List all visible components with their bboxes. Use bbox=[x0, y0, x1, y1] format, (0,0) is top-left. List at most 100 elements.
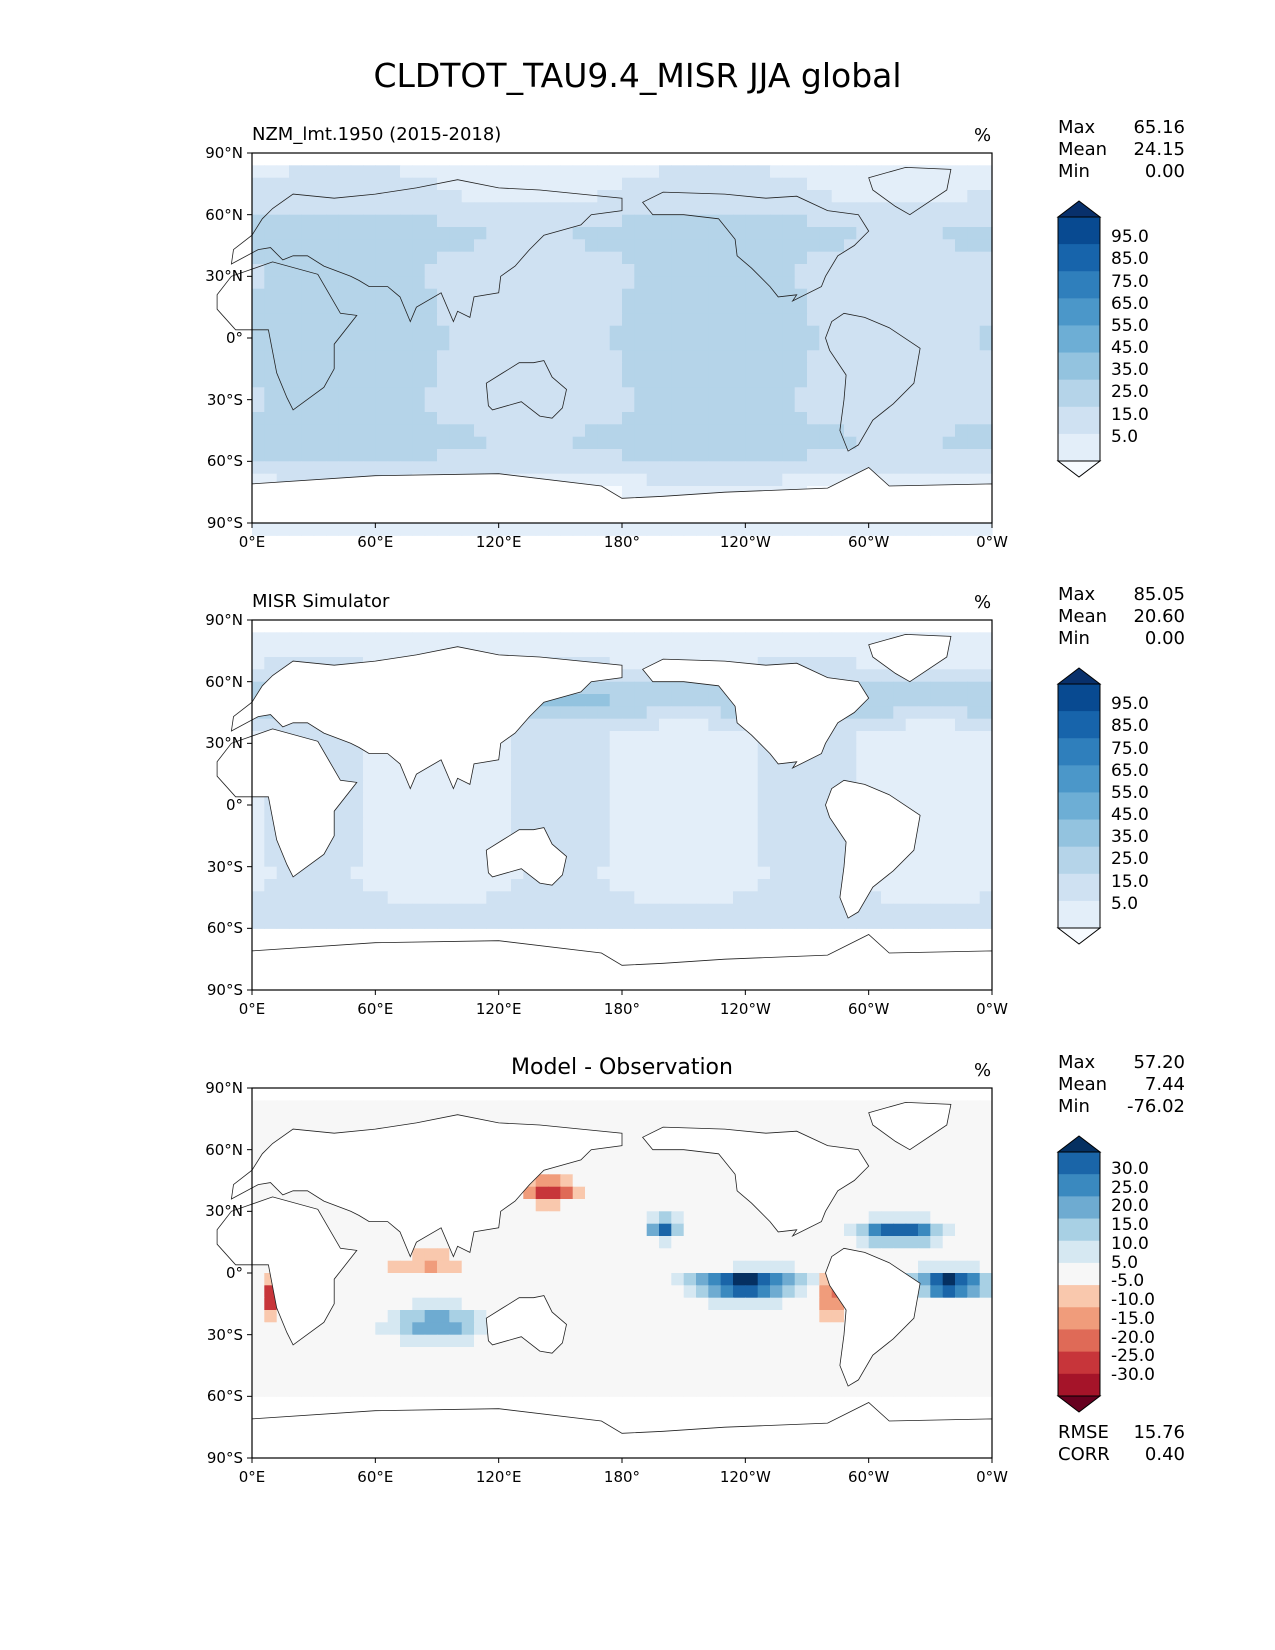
field-cell bbox=[375, 436, 389, 450]
field-cell bbox=[646, 1334, 660, 1348]
field-cell bbox=[696, 350, 709, 364]
field-cell bbox=[387, 1347, 401, 1360]
field-cell bbox=[856, 227, 870, 240]
field-cell bbox=[831, 264, 845, 277]
field-cell bbox=[733, 288, 746, 302]
field-cell bbox=[350, 879, 364, 892]
field-cell bbox=[301, 879, 315, 892]
colorbar-segment bbox=[1058, 765, 1100, 793]
field-cell bbox=[634, 792, 648, 806]
field-cell bbox=[967, 1174, 981, 1188]
field-cell bbox=[868, 424, 882, 438]
field-cell bbox=[585, 473, 598, 487]
field-cell bbox=[659, 1297, 672, 1311]
field-cell bbox=[819, 1297, 833, 1311]
field-cell bbox=[955, 1112, 968, 1126]
field-cell bbox=[350, 842, 364, 855]
field-cell bbox=[955, 1186, 968, 1200]
field-cell bbox=[363, 325, 376, 339]
field-cell bbox=[794, 1260, 808, 1274]
field-cell bbox=[498, 743, 512, 757]
field-cell bbox=[794, 842, 808, 855]
field-cell bbox=[856, 190, 870, 203]
field-cell bbox=[671, 1162, 685, 1175]
field-cell bbox=[696, 338, 709, 351]
field-cell bbox=[437, 338, 450, 351]
field-cell bbox=[683, 264, 697, 277]
field-cell bbox=[819, 473, 833, 487]
field-cell bbox=[720, 1359, 734, 1373]
field-cell bbox=[289, 461, 302, 475]
colorbar-tick-label: 45.0 bbox=[1111, 338, 1149, 359]
field-cell bbox=[301, 288, 315, 302]
field-cell bbox=[831, 301, 845, 314]
field-cell bbox=[400, 829, 413, 843]
field-cell bbox=[486, 1384, 500, 1397]
field-cell bbox=[979, 449, 993, 462]
field-cell bbox=[671, 399, 685, 413]
field-cell bbox=[338, 644, 352, 658]
field-cell bbox=[560, 1371, 574, 1385]
coastline-australia bbox=[485, 360, 567, 419]
field-cell bbox=[560, 387, 574, 401]
field-cell bbox=[622, 743, 635, 757]
field-cell bbox=[523, 817, 537, 831]
field-cell bbox=[930, 1236, 944, 1249]
field-cell bbox=[868, 301, 882, 314]
field-cell bbox=[523, 350, 537, 364]
field-cell bbox=[683, 706, 697, 720]
field-cell bbox=[634, 805, 648, 818]
field-cell bbox=[955, 239, 968, 253]
field-cell bbox=[412, 1347, 426, 1360]
field-cell bbox=[831, 412, 845, 425]
field-cell bbox=[757, 1112, 771, 1126]
field-cell bbox=[955, 1248, 968, 1262]
field-cell bbox=[412, 436, 426, 450]
field-cell bbox=[449, 866, 463, 880]
field-cell bbox=[585, 817, 598, 831]
field-cell bbox=[794, 829, 808, 843]
field-cell bbox=[942, 399, 956, 413]
field-cell bbox=[326, 239, 339, 253]
field-cell bbox=[683, 879, 697, 892]
field-cell bbox=[918, 743, 931, 757]
field-cell bbox=[449, 632, 463, 646]
field-cell bbox=[313, 313, 327, 327]
field-cell bbox=[585, 1334, 598, 1348]
field-cell bbox=[474, 842, 487, 855]
field-cell bbox=[572, 866, 586, 880]
field-cell bbox=[708, 165, 722, 179]
field-cell bbox=[942, 718, 956, 732]
field-cell bbox=[918, 903, 931, 917]
field-cell bbox=[363, 375, 376, 388]
lat-tick-label: 30°N bbox=[205, 734, 243, 753]
field-cell bbox=[807, 276, 820, 290]
field-cell bbox=[757, 792, 771, 806]
field-cell bbox=[942, 362, 956, 376]
field-cell bbox=[350, 325, 364, 339]
field-cell bbox=[646, 681, 660, 695]
field-cell bbox=[363, 632, 376, 646]
field-cell bbox=[659, 780, 672, 794]
field-cell bbox=[794, 1359, 808, 1373]
field-cell bbox=[757, 854, 771, 868]
field-cell bbox=[252, 854, 265, 868]
field-cell bbox=[622, 190, 635, 203]
lat-tick-label: 60°S bbox=[206, 919, 243, 938]
field-cell bbox=[523, 325, 537, 339]
field-cell bbox=[733, 449, 746, 462]
field-cell bbox=[412, 1248, 426, 1262]
field-cell bbox=[276, 350, 290, 364]
field-cell bbox=[819, 632, 833, 646]
field-cell bbox=[474, 190, 487, 203]
field-cell bbox=[572, 706, 586, 720]
field-cell bbox=[659, 768, 672, 781]
field-cell bbox=[868, 1371, 882, 1385]
field-cell bbox=[560, 1211, 574, 1225]
field-cell bbox=[264, 632, 278, 646]
field-cell bbox=[683, 1186, 697, 1200]
field-cell bbox=[301, 1100, 315, 1114]
field-cell bbox=[350, 1100, 364, 1114]
panel-title: Model - Observation bbox=[511, 1055, 733, 1080]
stats-block: Max 57.20 Mean 7.44 Min -76.02 bbox=[1058, 1052, 1185, 1118]
